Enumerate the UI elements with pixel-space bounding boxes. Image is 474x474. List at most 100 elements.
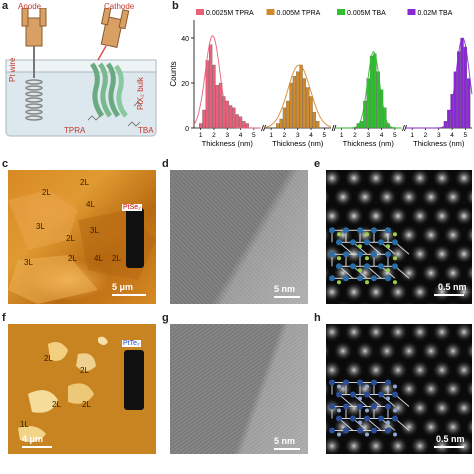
atomic-column <box>344 324 364 342</box>
y-axis-label: Counts <box>169 61 178 86</box>
model-atom <box>364 391 370 398</box>
x-tick-label: 5 <box>323 132 327 139</box>
scale-bar-label: 5 nm <box>274 284 296 294</box>
model-atom <box>329 379 335 386</box>
model-atom <box>385 227 391 234</box>
x-tick-label: 1 <box>410 132 414 139</box>
atomic-column <box>443 341 463 361</box>
atomic-column <box>443 379 463 399</box>
anode-label: Anode <box>18 2 42 11</box>
atomic-column <box>410 170 430 188</box>
model-atom <box>343 379 349 386</box>
model-atom <box>350 263 356 270</box>
atomic-column <box>443 417 463 437</box>
hrtem-image-ptse2: 5 nm <box>170 170 308 304</box>
histogram-bar <box>302 78 307 129</box>
histogram-bar <box>296 71 300 129</box>
atomic-column <box>443 225 463 245</box>
atomic-column <box>388 170 408 188</box>
model-atom <box>378 239 384 246</box>
histogram-bar <box>292 76 297 129</box>
x-tick-label: 4 <box>380 132 384 139</box>
atomic-column <box>410 324 430 342</box>
histogram-bar <box>379 89 384 129</box>
model-atom <box>392 239 398 246</box>
x-tick-label: 5 <box>393 132 397 139</box>
scale-bar <box>274 296 300 298</box>
bond-line <box>338 394 354 407</box>
atomic-column <box>432 282 452 302</box>
atomic-column <box>366 360 386 380</box>
atomic-column <box>445 301 461 304</box>
atomic-column <box>344 436 364 454</box>
model-atom <box>371 379 377 386</box>
model-atom <box>357 379 363 386</box>
atomic-column <box>432 324 452 342</box>
atomic-column <box>326 302 329 304</box>
histogram-bar <box>242 121 246 129</box>
x-tick-label: 3 <box>296 132 300 139</box>
model-atom <box>364 415 370 422</box>
model-atom-chalcogen <box>365 432 369 437</box>
layer-label: 2L <box>66 234 75 243</box>
atomic-column <box>454 324 472 342</box>
x-tick-label: 2 <box>353 132 357 139</box>
model-atom <box>392 391 398 398</box>
model-atom-chalcogen <box>393 256 397 261</box>
x-tick-label: 4 <box>239 132 243 139</box>
atomic-column <box>410 282 430 302</box>
model-atom-chalcogen <box>393 432 397 437</box>
layer-label: 2L <box>80 366 89 375</box>
x-tick-label: 2 <box>424 132 428 139</box>
panel-e-label: e <box>314 158 321 170</box>
cathode-label: Cathode <box>104 2 135 11</box>
atomic-column <box>421 187 441 207</box>
axis-break-mark <box>402 124 405 132</box>
model-atom-chalcogen <box>386 396 390 401</box>
atomic-column <box>377 341 397 361</box>
model-atom <box>392 263 398 270</box>
haadf-stem-image-pttea2: 0.5 nm <box>326 324 472 454</box>
model-atom-chalcogen <box>358 420 362 425</box>
legend-label: 0.005M TPRA <box>277 10 321 17</box>
histogram-bar <box>199 123 203 129</box>
histogram-bar <box>202 109 206 129</box>
model-atom <box>371 251 377 258</box>
y-tick-label: 40 <box>181 36 189 43</box>
model-atom-chalcogen <box>337 432 341 437</box>
atomic-column <box>421 379 441 399</box>
model-atom <box>336 239 342 246</box>
atomic-column <box>388 282 408 302</box>
atomic-column <box>388 324 408 342</box>
atomic-column <box>467 301 472 304</box>
histogram-bar <box>215 85 219 129</box>
model-atom <box>385 427 391 434</box>
model-atom <box>392 415 398 422</box>
atomic-column <box>344 170 364 188</box>
legend-swatch <box>196 9 204 15</box>
model-atom <box>350 391 356 398</box>
model-atom-chalcogen <box>386 420 390 425</box>
histogram-bar <box>212 64 216 129</box>
model-atom <box>336 391 342 398</box>
atomic-column <box>326 206 342 226</box>
pt-wire-coil <box>25 79 43 121</box>
histogram-bar <box>453 71 458 129</box>
model-atom <box>357 251 363 258</box>
panel-a-schematic <box>5 8 157 137</box>
layer-label: 2L <box>44 354 53 363</box>
x-axis-label: Thickness (nm) <box>343 139 395 148</box>
y-tick-label: 20 <box>181 81 189 88</box>
histogram-bar <box>218 82 223 129</box>
atomic-column <box>399 187 419 207</box>
layer-label: 2L <box>80 178 89 187</box>
atomic-column <box>326 360 342 380</box>
atomic-column <box>326 170 342 188</box>
model-atom-chalcogen <box>337 280 341 285</box>
atomic-column <box>399 263 419 283</box>
atomic-column <box>432 436 452 454</box>
hrtem-image-pttea2: 5 nm <box>170 324 308 454</box>
histogram-bar <box>312 112 317 129</box>
atomic-column <box>335 301 351 304</box>
scale-bar-label: 4 μm <box>22 434 44 444</box>
